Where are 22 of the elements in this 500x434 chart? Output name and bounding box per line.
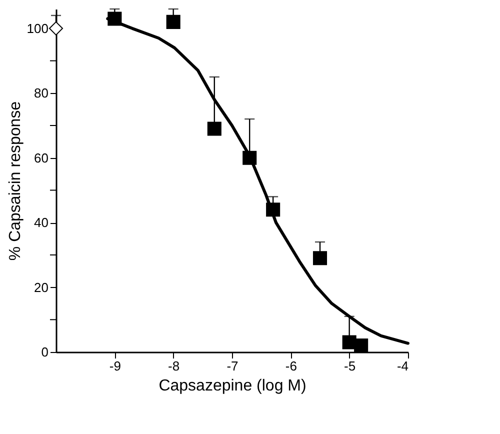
y-tick-label: 0 — [41, 344, 48, 360]
point — [108, 12, 122, 26]
point — [48, 21, 64, 36]
x-tick-label: -6 — [285, 358, 297, 374]
y-axis-title: % Capsaicin response — [6, 101, 24, 261]
x-tick-label: -9 — [109, 358, 121, 374]
y-tick-label: 60 — [34, 150, 48, 166]
x-tick-label: -7 — [226, 358, 238, 374]
point — [266, 202, 280, 217]
point — [242, 150, 257, 165]
point — [207, 122, 222, 136]
y-tick-label: 100 — [26, 20, 48, 36]
x-axis-title: Capsazepine (log M) — [158, 378, 306, 394]
point — [166, 14, 180, 29]
y-tick-label: 80 — [34, 86, 48, 101]
point — [354, 338, 368, 353]
y-tick-label: 40 — [34, 215, 48, 230]
point — [312, 251, 328, 266]
x-tick-label: -5 — [344, 358, 356, 374]
y-tick-label: 20 — [34, 280, 48, 295]
x-tick-label: -8 — [168, 358, 180, 374]
x-tick-label: -4 — [396, 358, 408, 374]
